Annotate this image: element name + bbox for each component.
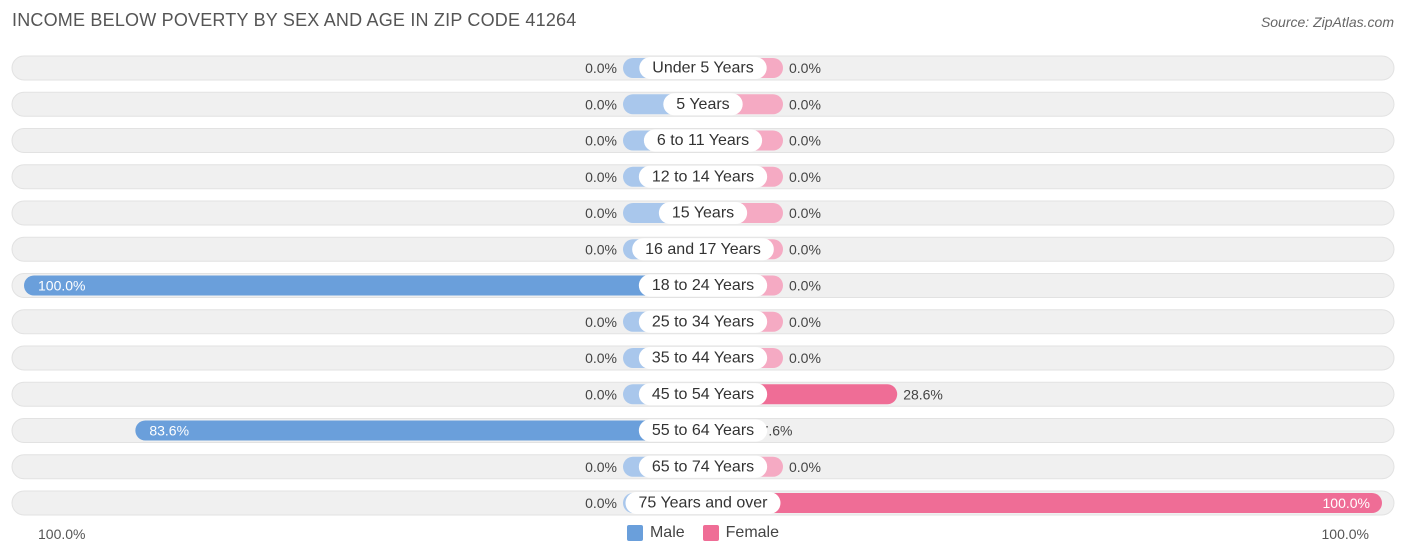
category-label: 35 to 44 Years xyxy=(652,350,754,367)
category-label-background xyxy=(638,455,768,478)
category-label-background xyxy=(638,165,768,188)
data-label-female: 0.0% xyxy=(789,314,821,330)
legend-label-male: Male xyxy=(649,524,685,541)
data-label-female: 0.0% xyxy=(789,278,821,294)
category-label: 6 to 11 Years xyxy=(657,132,749,149)
data-label-male: 0.0% xyxy=(585,350,617,366)
bar-male xyxy=(24,275,703,296)
data-label-male: 0.0% xyxy=(585,96,617,112)
legend-swatch-female xyxy=(702,525,719,541)
category-label-background xyxy=(658,202,748,224)
category-label: 18 to 24 Years xyxy=(652,277,754,294)
category-label-background xyxy=(632,238,774,261)
data-label-female: 100.0% xyxy=(1323,495,1370,511)
data-label-female: 0.0% xyxy=(789,169,821,185)
data-label-male: 0.0% xyxy=(585,169,617,185)
legend-label-female: Female xyxy=(725,524,780,541)
data-label-male: 0.0% xyxy=(585,241,617,257)
data-label-female: 0.0% xyxy=(789,96,821,112)
category-label-background xyxy=(638,383,768,406)
data-label-male: 0.0% xyxy=(585,133,617,149)
chart-source: Source: ZipAtlas.com xyxy=(1260,14,1394,30)
chart-title: INCOME BELOW POVERTY BY SEX AND AGE IN Z… xyxy=(12,10,577,30)
category-label-background xyxy=(638,274,768,297)
category-label-background xyxy=(639,57,767,79)
category-label-background xyxy=(663,93,743,116)
data-label-female: 0.0% xyxy=(789,350,821,366)
axis-left-label: 100.0% xyxy=(38,526,86,542)
data-label-male: 0.0% xyxy=(585,205,617,221)
category-label: Under 5 Years xyxy=(652,60,753,77)
data-label-male: 100.0% xyxy=(38,278,85,294)
bar-male xyxy=(135,420,703,441)
diverging-bar-chart: 0.0% 0.0% Under 5 Years 0.0% 0.0% 5 Years 0.0%… xyxy=(11,55,1395,516)
data-label-female: 0.0% xyxy=(789,205,821,221)
data-label-female: 7.6% xyxy=(761,423,793,439)
data-label-female: 0.0% xyxy=(789,60,821,76)
data-label-female: 0.0% xyxy=(789,241,821,257)
legend-swatch-male xyxy=(626,525,643,541)
category-label: 25 to 34 Years xyxy=(652,313,754,330)
category-label: 12 to 14 Years xyxy=(652,168,754,185)
data-label-male: 0.0% xyxy=(585,495,617,511)
legend-item-male: Male xyxy=(626,524,685,542)
data-label-female: 28.6% xyxy=(903,386,943,402)
category-label: 75 Years and over xyxy=(639,495,769,512)
category-label-background xyxy=(638,347,768,369)
category-label: 5 Years xyxy=(676,96,729,113)
data-label-male: 83.6% xyxy=(149,423,189,439)
data-label-male: 0.0% xyxy=(585,386,617,402)
data-label-male: 0.0% xyxy=(585,314,617,330)
category-label-background xyxy=(625,492,781,514)
data-label-male: 0.0% xyxy=(585,459,617,475)
category-label-background xyxy=(643,129,763,152)
data-label-female: 0.0% xyxy=(789,133,821,149)
data-label-male: 0.0% xyxy=(585,60,617,76)
axis-right-label: 100.0% xyxy=(1321,526,1369,542)
category-label: 15 Years xyxy=(672,205,734,222)
category-label: 65 to 74 Years xyxy=(652,458,754,475)
category-label: 45 to 54 Years xyxy=(652,386,754,403)
category-label-background xyxy=(638,310,768,333)
category-label: 55 to 64 Years xyxy=(652,422,754,439)
category-label-background xyxy=(638,419,768,442)
legend: Male Female xyxy=(0,524,1406,542)
legend-item-female: Female xyxy=(702,524,780,542)
data-label-female: 0.0% xyxy=(789,459,821,475)
category-label: 16 and 17 Years xyxy=(645,241,761,258)
bar-female xyxy=(703,493,1382,513)
